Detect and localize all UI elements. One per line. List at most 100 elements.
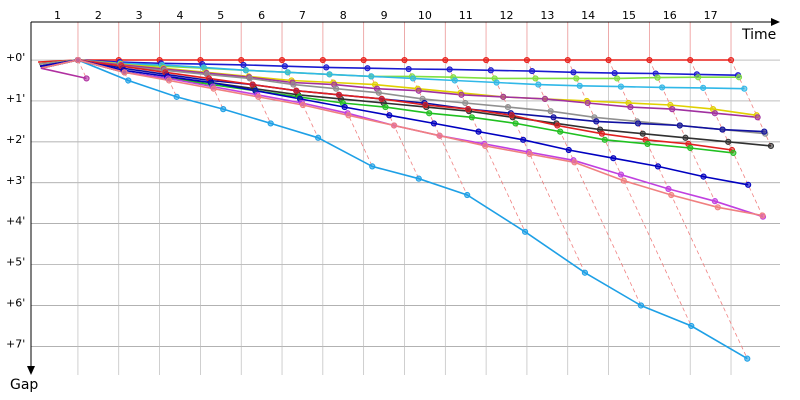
data-point <box>610 155 617 162</box>
data-point <box>744 355 751 362</box>
data-point <box>426 110 433 117</box>
series-line <box>39 59 758 119</box>
data-point <box>520 136 527 143</box>
data-point <box>719 126 726 133</box>
lap-guide <box>363 59 420 179</box>
data-point <box>446 66 453 73</box>
data-point <box>335 91 343 98</box>
x-tick-label: 1 <box>54 9 61 22</box>
y-axis-title: Gap <box>10 377 38 393</box>
series-line <box>38 59 745 90</box>
data-point <box>528 67 536 75</box>
data-point <box>581 269 589 276</box>
data-point <box>526 151 533 158</box>
data-point <box>711 198 719 205</box>
data-point <box>290 81 297 88</box>
data-point <box>676 122 683 129</box>
data-point <box>462 99 469 107</box>
data-point <box>375 89 382 96</box>
data-point <box>576 82 583 89</box>
data-point <box>584 99 591 107</box>
x-axis-title: Time <box>741 27 776 43</box>
x-tick-label: 8 <box>340 9 347 22</box>
data-point <box>547 108 554 115</box>
lap-guide <box>689 59 764 217</box>
data-point <box>614 75 621 82</box>
data-point <box>535 81 542 88</box>
data-point <box>360 56 367 64</box>
data-point <box>550 114 557 121</box>
data-point <box>725 138 732 145</box>
data-point <box>240 61 247 69</box>
data-point <box>220 106 227 113</box>
data-point <box>617 171 625 178</box>
x-axis-arrow <box>771 18 780 26</box>
data-point <box>745 181 752 188</box>
y-axis-arrow <box>27 366 35 375</box>
data-point <box>173 93 180 100</box>
data-point <box>644 140 651 147</box>
x-tick-label: 11 <box>459 9 473 22</box>
data-point <box>278 56 286 64</box>
data-point <box>451 77 458 84</box>
data-point <box>512 120 519 127</box>
data-point <box>627 103 634 111</box>
data-point <box>249 81 256 88</box>
data-point <box>482 142 489 150</box>
data-point <box>669 106 676 113</box>
data-point <box>571 159 578 166</box>
lap-guide <box>608 59 748 359</box>
data-point <box>319 56 326 64</box>
data-point <box>523 56 531 64</box>
data-point <box>323 64 330 71</box>
data-point <box>593 118 600 125</box>
data-point <box>125 77 132 84</box>
series-line <box>39 59 765 133</box>
data-point <box>405 65 412 73</box>
data-point <box>730 149 737 156</box>
data-point <box>210 85 217 92</box>
data-point <box>682 134 689 141</box>
data-point <box>564 56 571 64</box>
series-line <box>40 59 763 217</box>
y-tick-label: +5' <box>6 256 25 269</box>
data-point <box>238 56 245 64</box>
data-point <box>654 74 661 81</box>
data-point <box>415 175 422 182</box>
data-point <box>634 120 642 127</box>
data-point <box>646 56 653 64</box>
data-point <box>611 70 618 77</box>
data-point <box>654 163 662 170</box>
data-point <box>759 212 766 219</box>
y-tick-label: +0' <box>6 51 25 64</box>
data-point <box>573 75 580 82</box>
data-point <box>83 75 90 82</box>
data-point <box>639 130 646 137</box>
data-point <box>735 74 743 81</box>
data-point <box>700 173 707 180</box>
data-point <box>246 75 253 82</box>
y-tick-label: +3' <box>6 174 25 187</box>
data-point <box>493 79 500 86</box>
x-tick-label: 16 <box>663 9 677 22</box>
data-point <box>637 302 645 309</box>
data-point <box>293 87 300 94</box>
data-point <box>605 56 612 64</box>
lap-guide <box>77 59 87 79</box>
data-point <box>665 185 672 192</box>
data-point <box>601 136 608 143</box>
data-point <box>315 134 322 141</box>
data-point <box>341 103 348 111</box>
data-point <box>464 191 471 199</box>
x-tick-label: 6 <box>258 9 265 22</box>
data-point <box>200 64 207 71</box>
series-line <box>38 59 739 76</box>
data-point <box>504 103 512 111</box>
data-point <box>386 112 393 119</box>
x-tick-label: 7 <box>299 9 306 22</box>
x-tick-label: 15 <box>622 9 636 22</box>
data-point <box>700 84 707 91</box>
data-point <box>659 84 666 91</box>
data-point <box>532 75 539 82</box>
